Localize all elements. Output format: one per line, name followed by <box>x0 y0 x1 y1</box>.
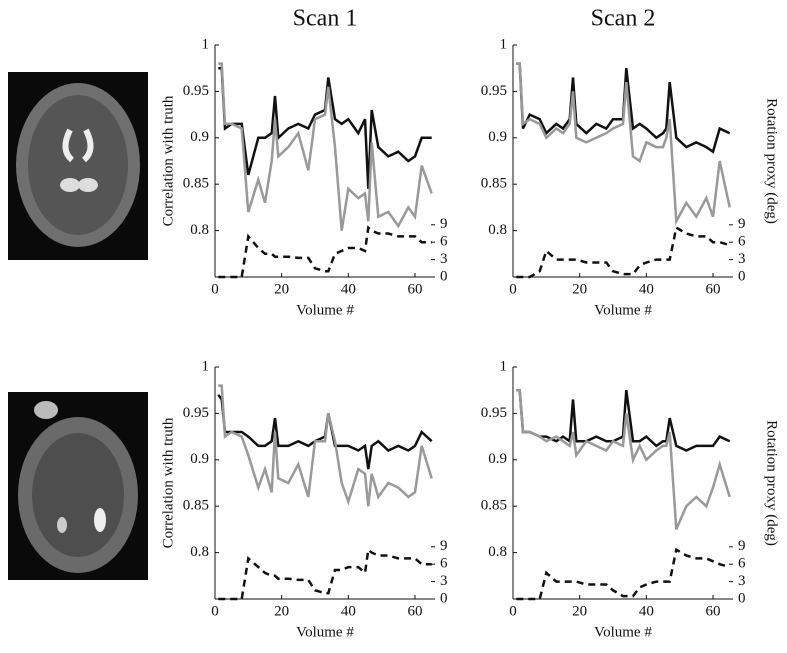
y2-tick-label: 9 <box>440 538 448 554</box>
data-line <box>516 62 731 154</box>
chart-title: Scan 1 <box>293 6 358 32</box>
x-axis-label: Volume # <box>594 302 652 318</box>
y2-tick-label: 6 <box>440 234 448 250</box>
x-tick-label: 40 <box>639 603 654 619</box>
y2-tick-label: 0 <box>738 590 746 606</box>
y-tick-label: 0.95 <box>183 83 209 99</box>
x-tick-label: 0 <box>211 603 219 619</box>
data-line <box>516 225 731 279</box>
y-axis-label: Correlation with truth <box>160 95 176 226</box>
mri-image-bottom <box>8 392 148 580</box>
y-tick-label: 0.85 <box>183 176 209 192</box>
x-tick-label: 60 <box>408 281 423 297</box>
y-tick-label: 0.95 <box>481 405 507 421</box>
x-tick-label: 20 <box>572 281 587 297</box>
x-tick-label: 60 <box>706 281 721 297</box>
y2-tick-label: 9 <box>440 216 448 232</box>
y-tick-label: 0.9 <box>488 451 507 467</box>
y-tick-label: 0.8 <box>190 222 209 238</box>
y-tick-label: 1 <box>202 358 210 374</box>
y2-tick-label: 6 <box>440 556 448 572</box>
y2-tick-label: 3 <box>738 251 746 267</box>
x-tick-label: 40 <box>639 281 654 297</box>
y-tick-label: 0.9 <box>488 129 507 145</box>
data-line <box>218 547 432 601</box>
y-tick-label: 0.8 <box>190 544 209 560</box>
y-tick-label: 0.9 <box>190 451 209 467</box>
x-tick-label: 60 <box>408 603 423 619</box>
y-tick-label: 1 <box>202 36 210 52</box>
x-axis-label: Volume # <box>296 624 354 640</box>
data-line <box>516 388 731 530</box>
y-tick-label: 0.85 <box>481 176 507 192</box>
x-tick-label: 40 <box>341 281 356 297</box>
x-tick-label: 0 <box>509 281 517 297</box>
data-line <box>218 225 432 279</box>
y2-tick-label: 6 <box>738 234 746 250</box>
y2-tick-label: 9 <box>738 216 746 232</box>
x-tick-label: 40 <box>341 603 356 619</box>
mri-image-top <box>8 72 148 260</box>
data-line <box>516 62 731 226</box>
x-axis-label: Volume # <box>594 624 652 640</box>
y-tick-label: 0.85 <box>481 498 507 514</box>
y2-tick-label: 3 <box>738 573 746 589</box>
data-line <box>218 66 432 189</box>
y-tick-label: 0.85 <box>183 498 209 514</box>
data-line <box>218 62 433 231</box>
x-tick-label: 20 <box>274 281 289 297</box>
y-tick-label: 0.95 <box>481 83 507 99</box>
y-tick-label: 0.8 <box>488 222 507 238</box>
x-tick-label: 0 <box>509 603 517 619</box>
y-tick-label: 0.8 <box>488 544 507 560</box>
y2-axis-label: Rotation proxy (deg) <box>764 98 780 224</box>
y2-tick-label: 0 <box>738 268 746 284</box>
x-tick-label: 0 <box>211 281 219 297</box>
data-line <box>516 547 731 601</box>
y-tick-label: 0.9 <box>190 129 209 145</box>
x-tick-label: 20 <box>572 603 587 619</box>
x-tick-label: 20 <box>274 603 289 619</box>
x-tick-label: 60 <box>706 603 721 619</box>
y2-tick-label: 0 <box>440 590 448 606</box>
chart-title: Scan 2 <box>591 6 656 32</box>
y-tick-label: 1 <box>500 36 508 52</box>
data-line <box>218 384 433 507</box>
y2-axis-label: Rotation proxy (deg) <box>764 420 780 546</box>
y2-tick-label: 3 <box>440 251 448 267</box>
y2-tick-label: 9 <box>738 538 746 554</box>
y2-tick-label: 3 <box>440 573 448 589</box>
y-tick-label: 1 <box>500 358 508 374</box>
x-axis-label: Volume # <box>296 302 354 318</box>
y-axis-label: Correlation with truth <box>160 417 176 548</box>
y2-tick-label: 6 <box>738 556 746 572</box>
y2-tick-label: 0 <box>440 268 448 284</box>
y-tick-label: 0.95 <box>183 405 209 421</box>
